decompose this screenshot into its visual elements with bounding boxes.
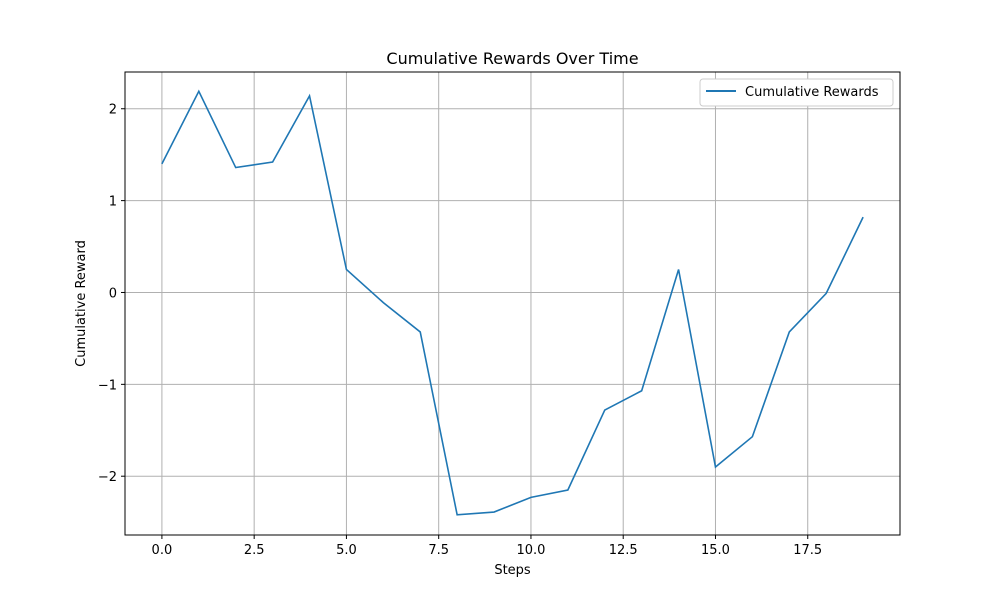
x-tick-label: 5.0 <box>336 543 357 558</box>
y-tick-label: −1 <box>98 378 117 393</box>
series-layer <box>161 89 864 516</box>
x-tick-label: 10.0 <box>516 543 545 558</box>
y-tick-label: −2 <box>98 470 117 485</box>
chart-title: Cumulative Rewards Over Time <box>386 49 638 68</box>
legend-box <box>699 78 894 107</box>
grid <box>125 72 900 535</box>
x-axis: 0.0 2.5 5.0 7.5 10.0 12.5 15.0 17.5 <box>152 535 822 558</box>
y-tick-label: 2 <box>109 103 117 118</box>
x-tick-label: 0.0 <box>152 543 173 558</box>
x-tick-label: 15.0 <box>701 543 730 558</box>
legend: Cumulative Rewards <box>699 78 894 107</box>
y-tick-label: 0 <box>109 286 117 301</box>
legend-label: Cumulative Rewards <box>745 85 879 100</box>
x-axis-label: Steps <box>494 563 531 578</box>
plot-frame <box>124 71 901 536</box>
x-tick-label: 2.5 <box>244 543 265 558</box>
x-tick-label: 17.5 <box>793 543 822 558</box>
x-tick-label: 12.5 <box>609 543 638 558</box>
x-tick-label: 7.5 <box>428 543 449 558</box>
y-axis: −2 −1 0 1 2 <box>98 103 125 485</box>
y-axis-label: Cumulative Reward <box>74 240 89 367</box>
y-tick-label: 1 <box>109 195 117 210</box>
series-line <box>161 89 864 516</box>
